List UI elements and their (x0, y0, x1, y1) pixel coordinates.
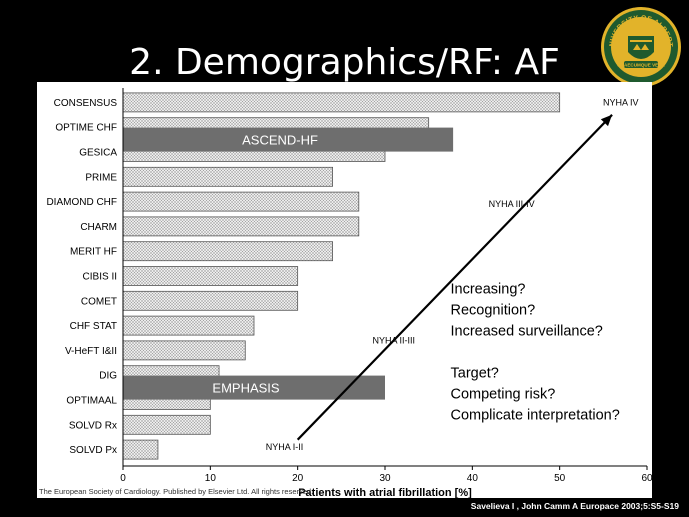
category-label: PRIME (85, 172, 117, 183)
category-label: SOLVD Px (69, 445, 117, 456)
annotation-line: Target? (451, 365, 499, 381)
bar-14 (122, 439, 159, 460)
category-label: DIAMOND CHF (46, 197, 117, 208)
category-label: CIBIS II (83, 272, 117, 283)
citation: Savelieva I , John Camm A Europace 2003;… (470, 501, 679, 511)
bar-9 (122, 315, 255, 336)
annotation-line: Increasing? (451, 281, 526, 297)
bar-5 (122, 216, 360, 237)
bar-6 (122, 241, 334, 262)
bar-0 (122, 92, 561, 113)
category-label: CONSENSUS (54, 98, 118, 109)
bar-4 (122, 191, 360, 212)
nyha-label: NYHA III-IV (489, 199, 535, 209)
trend-arrow-head (600, 114, 613, 127)
overlay-label: ASCEND-HF (242, 133, 318, 148)
x-tick-label: 20 (292, 473, 304, 484)
bar-3 (122, 166, 334, 187)
bar-10 (122, 340, 246, 361)
copyright-note: The European Society of Cardiology. Publ… (39, 487, 313, 496)
category-label: DIG (99, 371, 117, 382)
category-label: OPTIME CHF (55, 123, 117, 134)
category-label: V-HeFT I&II (65, 346, 117, 357)
trend-arrow-line (296, 114, 613, 441)
annotation-line: Competing risk? (451, 386, 556, 402)
category-label: GESICA (79, 148, 117, 159)
category-label: COMET (81, 296, 117, 307)
chart-panel: CONSENSUS OPTIME CHF GESICA PRIME DIAMOND CH… (37, 82, 653, 499)
annotation-line: Increased surveillance? (451, 323, 603, 339)
nyha-label: NYHA II-III (372, 335, 415, 345)
overlay-label: EMPHASIS (212, 381, 280, 396)
x-tick-label: 60 (641, 473, 652, 484)
category-label: OPTIMAAL (66, 396, 117, 407)
x-tick-label: 40 (467, 473, 479, 484)
x-axis-label: Patients with atrial fibrillation [%] (298, 487, 472, 498)
category-label: SOLVD Rx (69, 420, 117, 431)
nyha-label: NYHA IV (603, 97, 639, 107)
x-tick-label: 10 (205, 473, 217, 484)
overlay-bar-0 (123, 127, 454, 152)
university-logo: UNIVERSITY OF ALBERTA QUAECUMQUE VERA (597, 1, 682, 88)
bar-13 (122, 414, 211, 435)
nyha-label: NYHA I-II (266, 442, 304, 452)
category-label: CHARM (80, 222, 117, 233)
bar-chart: CONSENSUS OPTIME CHF GESICA PRIME DIAMOND CH… (39, 88, 653, 499)
category-label: CHF STAT (70, 321, 117, 332)
logo-motto: QUAECUMQUE VERA (617, 63, 665, 68)
slide-title: 2. Demographics/RF: AF (129, 42, 560, 83)
bar-7 (122, 266, 299, 286)
x-tick-label: 0 (120, 473, 126, 484)
x-tick-label: 30 (379, 473, 391, 484)
annotation-line: Recognition? (451, 302, 536, 318)
x-tick-label: 50 (554, 473, 566, 484)
category-label: MERIT HF (70, 247, 117, 258)
annotation-line: Complicate interpretation? (451, 407, 620, 423)
bar-8 (122, 290, 299, 311)
